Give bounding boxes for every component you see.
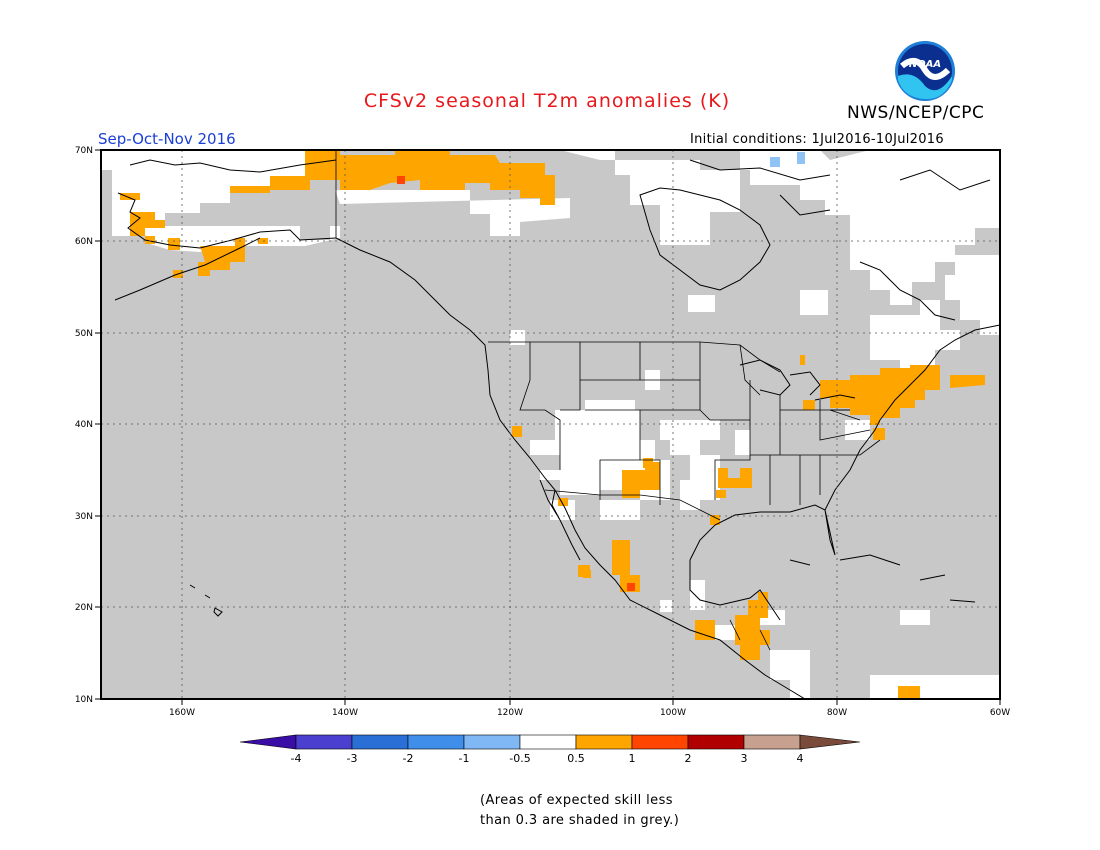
- legend-label-p05: 0.5: [567, 752, 585, 765]
- lat-label-60n: 60N: [75, 237, 93, 247]
- gridlines: [101, 150, 1000, 699]
- agency-label: NWS/NCEP/CPC: [847, 103, 985, 123]
- lon-label-60w: 60W: [990, 708, 1010, 718]
- lat-label-40n: 40N: [75, 420, 93, 430]
- legend-arrow-low: [239, 734, 297, 750]
- skill-note: (Areas of expected skill less than 0.3 a…: [480, 791, 679, 831]
- legend-box: [631, 734, 689, 750]
- coastlines: [114, 159, 1000, 699]
- color-legend-boxes: [239, 734, 861, 750]
- lat-label-70n: 70N: [75, 146, 93, 156]
- political-borders: [335, 150, 881, 651]
- anomaly-map: 70N 60N 50N 40N 30N 20N 10N 160W 140W 12…: [75, 146, 1010, 718]
- legend-box: [463, 734, 521, 750]
- legend-box: [575, 734, 633, 750]
- lat-label-10n: 10N: [75, 695, 93, 705]
- lon-label-140w: 140W: [332, 708, 358, 718]
- legend-label-p1: 1: [629, 752, 636, 765]
- chart-title: CFSv2 seasonal T2m anomalies (K): [363, 90, 731, 112]
- strong-warm-anomaly-regions: [397, 176, 635, 591]
- legend-box: [687, 734, 745, 750]
- legend-label-m1: -1: [459, 752, 470, 765]
- legend-label-p4: 4: [797, 752, 804, 765]
- legend-box: [351, 734, 409, 750]
- color-legend-labels: -4 -3 -2 -1 -0.5 0.5 1 2 3 4: [291, 752, 804, 765]
- legend-box: [519, 734, 577, 750]
- season-label: Sep-Oct-Nov 2016: [98, 130, 236, 148]
- legend-box: [295, 734, 353, 750]
- lat-label-50n: 50N: [75, 329, 93, 339]
- skill-note-line-1: (Areas of expected skill less: [480, 793, 673, 808]
- lat-label-30n: 30N: [75, 512, 93, 522]
- lon-label-120w: 120W: [497, 708, 523, 718]
- legend-label-p2: 2: [685, 752, 692, 765]
- lon-label-100w: 100W: [660, 708, 686, 718]
- lon-label-80w: 80W: [827, 708, 847, 718]
- skill-note-line-2: than 0.3 are shaded in grey.): [480, 813, 680, 828]
- legend-label-m05: -0.5: [509, 752, 530, 765]
- noaa-logo-icon: NOAA: [895, 41, 955, 101]
- tick-marks: [95, 149, 1001, 705]
- legend-box: [743, 734, 801, 750]
- legend-arrow-high: [799, 734, 861, 750]
- legend-label-m4: -4: [291, 752, 302, 765]
- legend-box: [407, 734, 465, 750]
- color-legend: -4 -3 -2 -1 -0.5 0.5 1 2 3 4: [239, 734, 861, 765]
- cool-anomaly-regions: [770, 152, 805, 167]
- lat-label-20n: 20N: [75, 603, 93, 613]
- lon-label-160w: 160W: [169, 708, 195, 718]
- legend-label-p3: 3: [741, 752, 748, 765]
- initial-conditions-label: Initial conditions: 1Jul2016-10Jul2016: [690, 132, 944, 147]
- legend-label-m3: -3: [347, 752, 358, 765]
- noaa-logo-text: NOAA: [909, 59, 941, 70]
- legend-label-m2: -2: [403, 752, 414, 765]
